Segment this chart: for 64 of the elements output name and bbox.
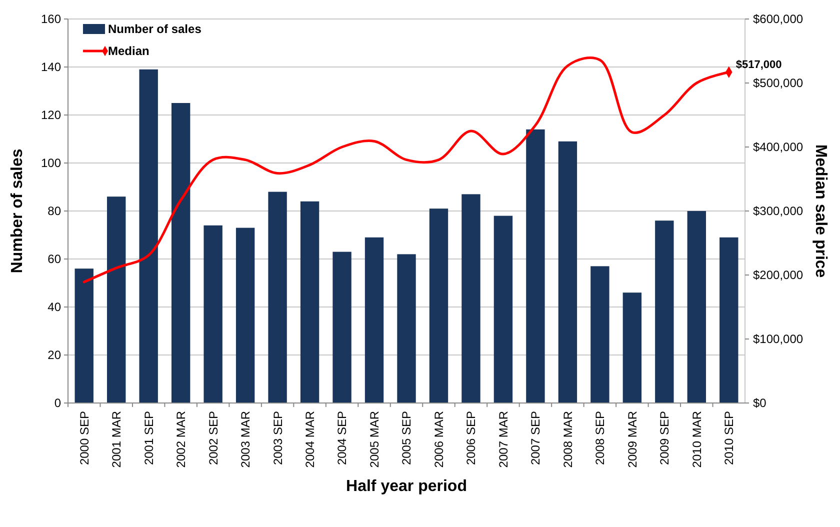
bar — [74, 268, 94, 403]
bar — [462, 194, 480, 403]
y2-tick-label: $400,000 — [753, 140, 804, 154]
y-tick-label: 140 — [40, 60, 62, 74]
x-tick-label: 2001 SEP — [142, 411, 156, 466]
x-tick-label: 2004 MAR — [302, 410, 317, 468]
x-tick-label: 2009 MAR — [625, 410, 640, 468]
x-tick-label: 2000 SEP — [77, 411, 92, 466]
x-tick-label: 2002 MAR — [174, 410, 188, 468]
y2-tick-label: $100,000 — [753, 332, 804, 346]
y-tick-label: 40 — [48, 300, 62, 314]
bar — [236, 228, 255, 403]
bar — [171, 103, 190, 403]
bar — [558, 141, 578, 403]
bar — [204, 225, 222, 403]
x-tick-label: 2004 SEP — [335, 411, 350, 466]
bar — [429, 208, 448, 403]
x-tick-label: 2007 MAR — [496, 410, 510, 468]
y2-tick-label: $600,000 — [753, 12, 804, 26]
y-tick-label: 160 — [40, 12, 62, 26]
x-tick-label: 2010 MAR — [690, 410, 704, 468]
bar — [300, 201, 320, 403]
bar — [590, 266, 610, 403]
legend-label: Number of sales — [108, 22, 202, 36]
y-tick-label: 120 — [40, 108, 62, 122]
x-tick-label: 2003 SEP — [270, 411, 285, 466]
bar — [687, 211, 706, 403]
x-tick-label: 2005 MAR — [367, 410, 382, 468]
x-tick-label: 2009 SEP — [658, 411, 672, 466]
bar — [107, 196, 126, 403]
bar — [332, 252, 352, 403]
bar — [268, 192, 287, 403]
y2-tick-label: $200,000 — [753, 268, 804, 282]
x-axis-title: Half year period — [346, 478, 467, 495]
x-tick-label: 2005 SEP — [400, 411, 414, 466]
bar — [139, 69, 158, 403]
y2-tick-label: $0 — [753, 396, 767, 410]
x-tick-label: 2007 SEP — [528, 411, 543, 466]
y2-tick-label: $500,000 — [753, 76, 804, 90]
y-tick-label: 100 — [40, 156, 62, 170]
x-tick-label: 2002 SEP — [206, 411, 220, 466]
y-tick-label: 80 — [48, 204, 62, 218]
x-tick-label: 2006 SEP — [464, 411, 478, 466]
y2-tick-label: $300,000 — [753, 204, 804, 218]
bar — [622, 292, 642, 403]
x-tick-label: 2008 MAR — [560, 410, 575, 468]
bar — [364, 237, 384, 403]
y-tick-label: 60 — [48, 252, 62, 266]
data-label: $517,000 — [736, 59, 782, 72]
x-tick-label: 2006 MAR — [432, 410, 446, 468]
y-tick-label: 20 — [48, 348, 62, 362]
y-axis-title: Number of sales — [9, 148, 26, 274]
bar — [494, 216, 513, 403]
legend-label: Median — [108, 44, 150, 58]
y-tick-label: 0 — [54, 396, 62, 410]
x-tick-label: 2001 MAR — [110, 410, 124, 468]
bar — [655, 220, 674, 403]
bar — [526, 129, 545, 403]
y2-axis-title: Median sale price — [812, 144, 829, 278]
bar — [397, 254, 416, 403]
x-tick-label: 2010 SEP — [722, 411, 736, 466]
x-tick-label: 2008 SEP — [593, 411, 608, 466]
bar — [720, 237, 738, 403]
x-tick-label: 2003 MAR — [238, 410, 253, 468]
